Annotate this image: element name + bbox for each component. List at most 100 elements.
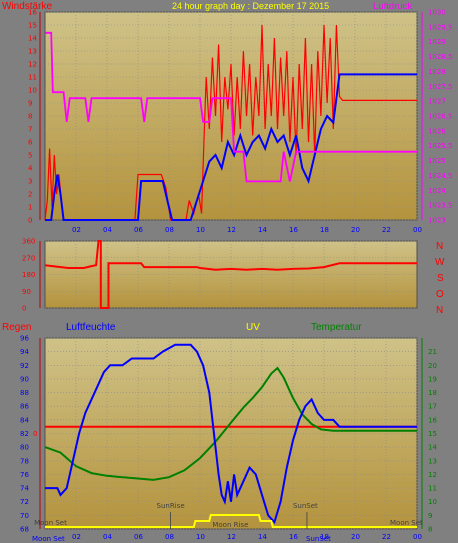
x-tick-label: 16 (289, 226, 298, 234)
pressure-tick-label: 1028 (428, 68, 446, 76)
humidity-tick-label: 94 (20, 348, 29, 356)
pressure-tick-label: 1025,5 (428, 142, 453, 150)
wind-tick-label: 7 (28, 126, 32, 134)
direction-tick-label: 0 (22, 305, 26, 313)
x-tick-label: 18 (320, 226, 329, 234)
humidity-tick-label: 70 (20, 512, 29, 520)
pressure-tick-label: 1026,5 (428, 113, 453, 121)
x-tick-label: 14 (258, 533, 267, 541)
wind-tick-label: 16 (28, 9, 37, 17)
humidity-tick-label: 92 (20, 362, 29, 370)
pressure-tick-label: 1025 (428, 157, 446, 165)
pressure-tick-label: 1027,5 (428, 83, 453, 91)
pressure-tick-label: 1027 (428, 98, 446, 106)
sunset-label: SunSet (293, 502, 318, 510)
wind-tick-label: 15 (28, 22, 37, 30)
compass-o: O (436, 289, 444, 300)
humidity-tick-label: 90 (20, 375, 29, 383)
direction-panel-grid (45, 240, 417, 309)
pressure-tick-label: 1028,5 (428, 53, 453, 61)
wind-tick-label: 8 (28, 113, 32, 121)
humidity-tick-label: 68 (20, 526, 29, 534)
x-tick-label: 04 (103, 226, 112, 234)
temperature-tick-label: 8 (428, 526, 432, 534)
pressure-tick-label: 1024 (428, 187, 446, 195)
pressure-tick-label: 1024,5 (428, 172, 453, 180)
x-tick-label: 00 (413, 533, 422, 541)
astro-markers: SunRise SunSet Moon Rise Moon Set Moon Set Mo… (32, 502, 423, 543)
direction-tick-label: 270 (22, 254, 35, 262)
wind-average-line (45, 73, 417, 221)
wind-tick-label: 2 (28, 191, 32, 199)
humidity-tick-label: 88 (20, 389, 29, 397)
temperature-tick-label: 20 (428, 362, 437, 370)
x-tick-label: 10 (196, 226, 205, 234)
humidity-tick-label: 74 (20, 485, 29, 493)
humidity-tick-label: 78 (20, 457, 29, 465)
temperature-tick-label: 12 (428, 471, 437, 479)
x-tick-label: 08 (165, 226, 174, 234)
compass-labels: N W S O N (435, 241, 445, 316)
uv-line (45, 514, 417, 528)
x-tick-label: 02 (72, 226, 81, 234)
pressure-tick-label: 1030 (428, 9, 446, 17)
pressure-tick-label: 1023,5 (428, 202, 453, 210)
x-tick-label: 20 (351, 226, 360, 234)
temperature-tick-label: 10 (428, 498, 437, 506)
temperature-label: Temperatur (311, 322, 362, 333)
sunrise-label: SunRise (157, 502, 185, 510)
wind-gust-line (44, 24, 417, 221)
x-tick-label: 22 (382, 533, 391, 541)
pressure-tick-label: 1023 (428, 217, 446, 225)
temperature-tick-label: 19 (428, 375, 437, 383)
x-tick-label: 08 (165, 533, 174, 541)
compass-s: S (437, 273, 444, 284)
x-tick-label: 18 (320, 533, 329, 541)
moonset-bottom-label: Moon Set (32, 535, 65, 543)
humidity-tick-label: 96 (20, 335, 29, 343)
x-tick-label: 00 (413, 226, 422, 234)
rain-label: Regen (2, 322, 31, 333)
compass-n-top: N (436, 241, 443, 252)
direction-tick-label: 90 (22, 288, 31, 296)
wind-tick-label: 14 (28, 35, 37, 43)
x-tick-label: 06 (134, 533, 143, 541)
pressure-label: Luftdruck (373, 1, 412, 12)
wind-direction-line (44, 240, 417, 309)
chart-title: 24 hour graph day : Dezember 17 2015 (172, 1, 329, 11)
humidity-label: Luftfeuchte (66, 322, 116, 333)
x-tick-label: 10 (196, 533, 205, 541)
temperature-tick-label: 15 (428, 430, 437, 438)
moonset-label: Moon Set (390, 519, 423, 527)
moonrise-label: Moon Rise (212, 521, 248, 529)
temperature-tick-label: 16 (428, 416, 437, 424)
humidity-tick-label: 72 (20, 498, 29, 506)
pressure-line (45, 31, 417, 183)
wind-tick-label: 4 (28, 165, 33, 173)
wind-tick-label: 5 (28, 152, 32, 160)
x-tick-label: 12 (227, 533, 236, 541)
temperature-tick-label: 14 (428, 444, 437, 452)
temperature-tick-label: 13 (428, 457, 437, 465)
temperature-tick-label: 9 (428, 512, 432, 520)
humidity-tick-label: 76 (20, 471, 29, 479)
direction-y-axis-ticks: 0 90 180 270 360 (22, 238, 41, 313)
temperature-axis-ticks: 8 9 10 11 12 13 14 15 16 17 18 19 20 21 (421, 338, 437, 534)
wind-tick-label: 12 (28, 61, 37, 69)
direction-tick-label: 360 (22, 238, 35, 246)
pressure-right-axis-ticks: 1023 1023,5 1024 1024,5 1025 1025,5 1026 1026,5… (421, 9, 453, 225)
uv-label: UV (246, 322, 260, 333)
rain-zero-tick: 0 (33, 430, 37, 438)
temperature-tick-label: 17 (428, 403, 437, 411)
climate-x-axis-ticks: 02 04 06 08 10 12 14 16 18 20 22 00 (72, 533, 422, 541)
humidity-tick-label: 84 (20, 416, 29, 424)
wind-tick-label: 6 (28, 139, 33, 147)
temperature-tick-label: 21 (428, 348, 437, 356)
wind-tick-label: 9 (28, 100, 32, 108)
wind-tick-label: 10 (28, 87, 37, 95)
pressure-tick-label: 1029,5 (428, 23, 453, 31)
x-tick-label: 22 (382, 226, 391, 234)
x-tick-label: 20 (351, 533, 360, 541)
